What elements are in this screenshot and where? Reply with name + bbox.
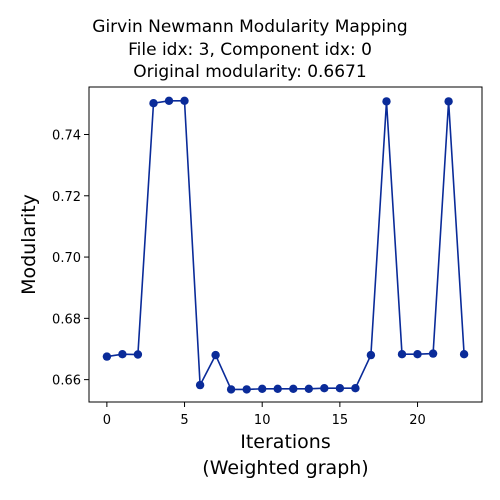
y-tick-label: 0.74 xyxy=(52,128,81,143)
data-point xyxy=(242,385,251,394)
data-point xyxy=(289,384,298,393)
data-point xyxy=(211,350,220,360)
data-point xyxy=(258,384,267,393)
data-point xyxy=(226,385,236,394)
x-axis-label-line-1: Iterations xyxy=(240,431,331,453)
data-point xyxy=(459,350,469,359)
data-point xyxy=(195,380,205,390)
data-point xyxy=(382,97,391,106)
data-point xyxy=(320,384,329,393)
x-axis-label-line-2: (Weighted graph) xyxy=(202,457,368,479)
data-point xyxy=(413,350,422,359)
y-axis-ticks: 0.66 0.68 0.70 0.72 0.74 xyxy=(52,128,89,389)
data-point xyxy=(428,349,438,358)
data-point xyxy=(180,96,189,106)
data-point xyxy=(164,96,174,106)
y-tick-label: 0.72 xyxy=(52,190,81,205)
data-point xyxy=(102,352,112,361)
data-point xyxy=(133,350,143,359)
data-point xyxy=(335,384,345,393)
plot-frame xyxy=(88,86,483,403)
chart-title-line-1: Girvin Newmann Modularity Mapping xyxy=(92,17,408,37)
y-tick-label: 0.70 xyxy=(52,251,81,266)
data-point xyxy=(366,350,376,360)
x-tick-label: 0 xyxy=(103,413,111,428)
data-point xyxy=(273,384,282,393)
x-tick-label: 20 xyxy=(409,413,426,428)
data-point xyxy=(444,97,453,106)
data-point xyxy=(397,350,407,359)
chart-title-line-2: File idx: 3, Component idx: 0 xyxy=(128,40,372,60)
y-tick-label: 0.68 xyxy=(52,312,81,327)
y-tick-label: 0.66 xyxy=(52,374,81,389)
x-tick-label: 5 xyxy=(180,413,188,428)
x-tick-label: 15 xyxy=(332,413,349,428)
data-point xyxy=(118,350,127,359)
plot-content xyxy=(102,96,469,394)
x-tick-label: 10 xyxy=(254,413,271,428)
chart-title-line-3: Original modularity: 0.6671 xyxy=(133,62,367,82)
x-axis-ticks: 0 5 10 15 20 xyxy=(103,402,426,428)
data-point xyxy=(149,99,158,108)
y-axis-label: Modularity xyxy=(18,194,40,295)
data-point xyxy=(351,384,360,393)
series-line xyxy=(106,100,465,391)
data-point xyxy=(304,384,313,393)
